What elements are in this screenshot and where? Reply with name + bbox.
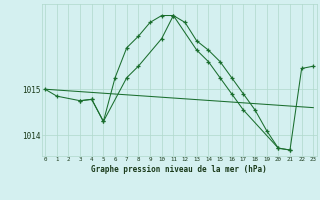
X-axis label: Graphe pression niveau de la mer (hPa): Graphe pression niveau de la mer (hPa) <box>91 165 267 174</box>
